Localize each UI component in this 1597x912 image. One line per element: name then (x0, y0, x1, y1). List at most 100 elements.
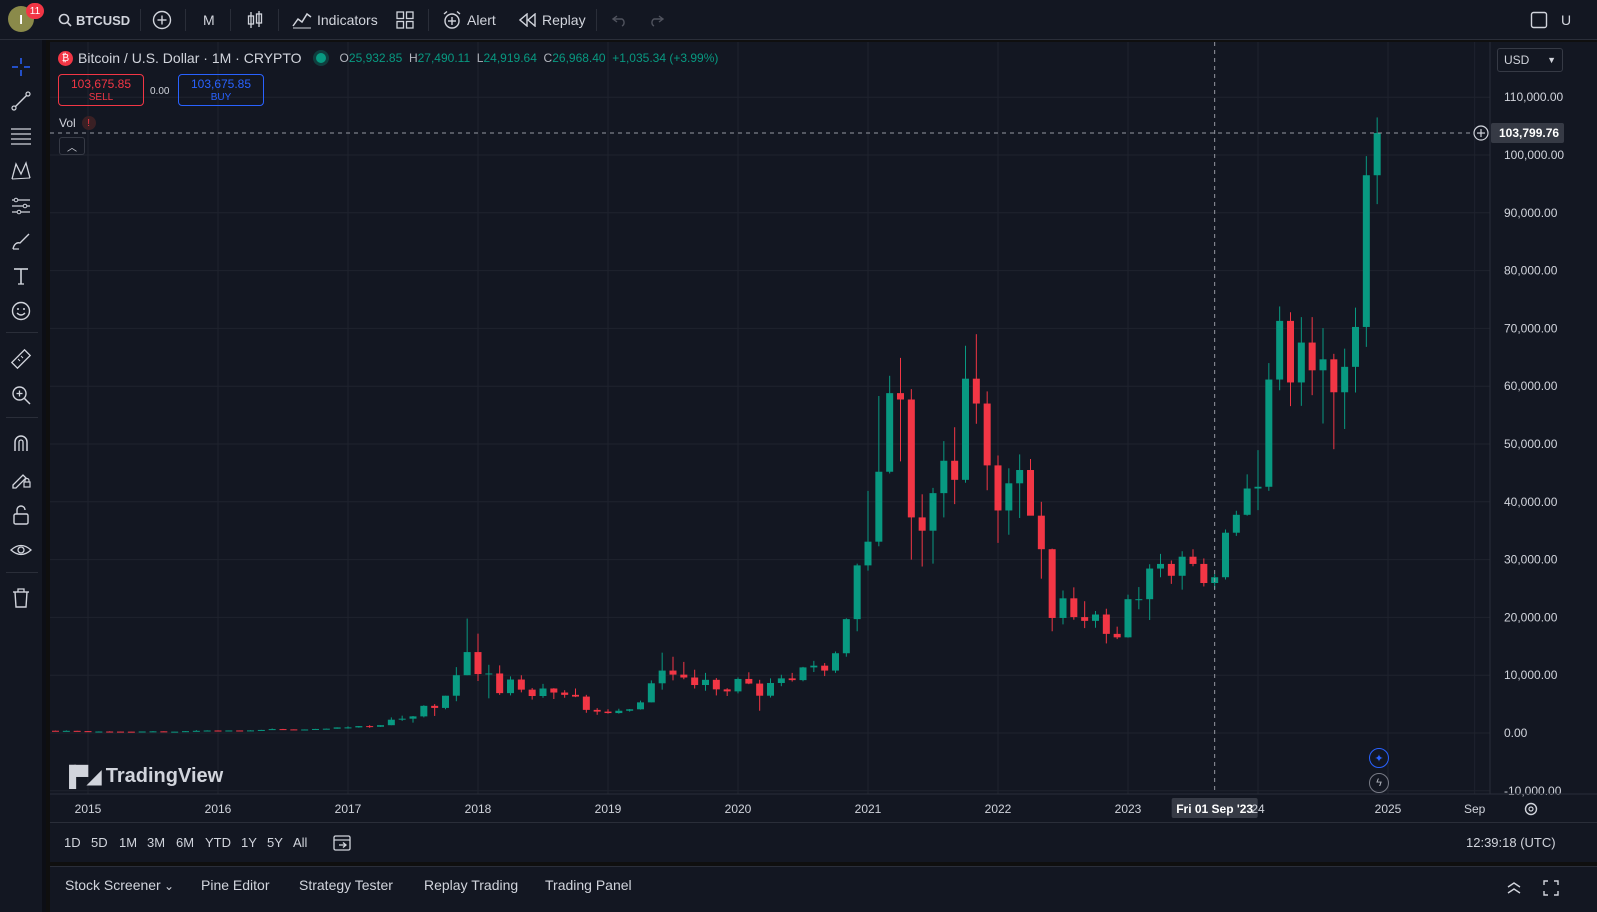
brush-tool[interactable] (8, 228, 34, 254)
candle (723, 688, 731, 697)
interval-button[interactable]: M (203, 0, 215, 40)
volume-legend[interactable]: Vol ! (59, 116, 96, 130)
range-button-1m[interactable]: 1M (119, 835, 138, 850)
candle (1297, 317, 1305, 406)
indicators-icon (292, 12, 312, 29)
alert-button[interactable]: Alert (442, 0, 496, 40)
tab-stock-screener[interactable]: Stock Screener ⌄ (65, 877, 175, 893)
bottom-panel-tabs: Stock Screener ⌄ Pine Editor Strategy Test… (50, 866, 1597, 912)
goto-date-button[interactable] (332, 833, 352, 856)
candle (1373, 117, 1381, 205)
candle (886, 375, 894, 474)
chart-type-button[interactable] (246, 0, 264, 40)
symbol-legend: ₿ Bitcoin / U.S. Dollar · 1M · CRYPTO O2… (58, 50, 718, 66)
range-button-1y[interactable]: 1Y (241, 835, 257, 850)
remove-drawings-tool[interactable] (8, 585, 34, 611)
warning-icon[interactable]: ! (81, 116, 96, 130)
price-chart[interactable]: 103,799.76 Fri 01 Sep '23 110,000.00 100,0… (50, 42, 1597, 822)
range-button-6m[interactable]: 6M (176, 835, 195, 850)
indicators-button[interactable]: Indicators (292, 0, 378, 40)
fib-lines-icon (11, 128, 31, 145)
trend-line-tool[interactable] (8, 88, 34, 114)
toolbar-divider (6, 332, 38, 333)
redo-button[interactable] (648, 0, 664, 40)
candle (301, 729, 309, 731)
maximize-panel-button[interactable] (1542, 879, 1560, 900)
candle (712, 678, 720, 696)
candle (853, 563, 861, 632)
lightning-button[interactable]: ϟ (1369, 773, 1389, 793)
hide-drawings-tool[interactable] (8, 537, 34, 563)
price-tick-label: 40,000.00 (1504, 495, 1558, 509)
range-button-5d[interactable]: 5D (91, 835, 108, 850)
add-alert-plus-icon[interactable] (1473, 125, 1489, 141)
undo-button[interactable] (612, 0, 628, 40)
range-button-1d[interactable]: 1D (64, 835, 81, 850)
tab-trading-panel[interactable]: Trading Panel (545, 877, 632, 893)
trend-line-icon (11, 91, 31, 111)
replay-button[interactable]: Replay (519, 0, 586, 40)
text-tool[interactable] (8, 263, 34, 289)
candle (452, 667, 460, 702)
sell-button[interactable]: 103,675.85 SELL (58, 74, 144, 106)
lock-drawing-tool[interactable] (8, 466, 34, 492)
candle (734, 677, 742, 694)
chevron-up-icon: ︿ (67, 142, 77, 154)
price-tick-label: 60,000.00 (1504, 379, 1558, 393)
icon-tool[interactable] (8, 298, 34, 324)
fullscreen-button[interactable] (1530, 0, 1548, 40)
pattern-tool[interactable] (8, 158, 34, 184)
tab-replay-trading[interactable]: Replay Trading (424, 877, 519, 893)
candle (1070, 587, 1078, 620)
candle (528, 688, 536, 700)
symbol-title[interactable]: Bitcoin / U.S. Dollar · 1M · CRYPTO (78, 50, 302, 66)
candle (236, 730, 244, 732)
market-status-icon[interactable] (315, 53, 326, 63)
symbol-search-button[interactable]: BTCUSD (58, 0, 130, 40)
redo-icon (651, 15, 664, 27)
candle (322, 728, 330, 730)
compare-symbol-button[interactable] (152, 0, 172, 40)
search-icon (58, 13, 72, 27)
candle (940, 441, 948, 518)
candle (312, 728, 319, 730)
account-menu-button[interactable]: U (1561, 0, 1571, 40)
chart-settings-gear-icon[interactable] (1524, 802, 1538, 816)
candle (962, 345, 969, 483)
candle (918, 494, 926, 567)
candle (1319, 328, 1327, 424)
candle (225, 730, 233, 732)
range-button-5y[interactable]: 5Y (267, 835, 283, 850)
range-button-all[interactable]: All (293, 835, 308, 850)
forecasting-tool[interactable] (8, 193, 34, 219)
sparkle-button[interactable]: ✦ (1369, 748, 1389, 768)
buy-button[interactable]: 103,675.85 BUY (178, 74, 264, 106)
currency-select[interactable]: USD ▼ (1497, 48, 1563, 72)
candle (680, 661, 688, 680)
lock-all-tool[interactable] (8, 502, 34, 528)
tab-strategy-tester[interactable]: Strategy Tester (299, 877, 393, 893)
magnet-tool[interactable] (8, 430, 34, 456)
chart-pane[interactable]: 103,799.76 Fri 01 Sep '23 110,000.00 100,0… (50, 42, 1597, 822)
candle (420, 705, 428, 718)
layouts-button[interactable] (396, 0, 414, 40)
range-button-ytd[interactable]: YTD (205, 835, 231, 850)
brush-icon (12, 233, 30, 250)
candle (366, 725, 374, 728)
time-tick-label: 2018 (465, 802, 492, 816)
tab-pine-editor[interactable]: Pine Editor (201, 877, 270, 893)
crosshair-tool[interactable] (8, 54, 34, 80)
candle (1092, 611, 1099, 628)
collapse-legend-button[interactable]: ︿ (59, 137, 85, 155)
fib-retracement-tool[interactable] (8, 123, 34, 149)
unlock-icon (13, 505, 29, 525)
candle (84, 731, 92, 733)
zoom-in-tool[interactable] (8, 382, 34, 408)
tradingview-logo-icon: ▐▀◢ (62, 766, 102, 788)
utc-clock[interactable]: 12:39:18 (UTC) (1466, 835, 1556, 850)
collapse-panel-button[interactable] (1506, 881, 1522, 898)
time-tick-label: Sep (1464, 802, 1486, 816)
time-tick-label: 2021 (855, 802, 882, 816)
measure-tool[interactable] (8, 346, 34, 372)
range-button-3m[interactable]: 3M (147, 835, 166, 850)
